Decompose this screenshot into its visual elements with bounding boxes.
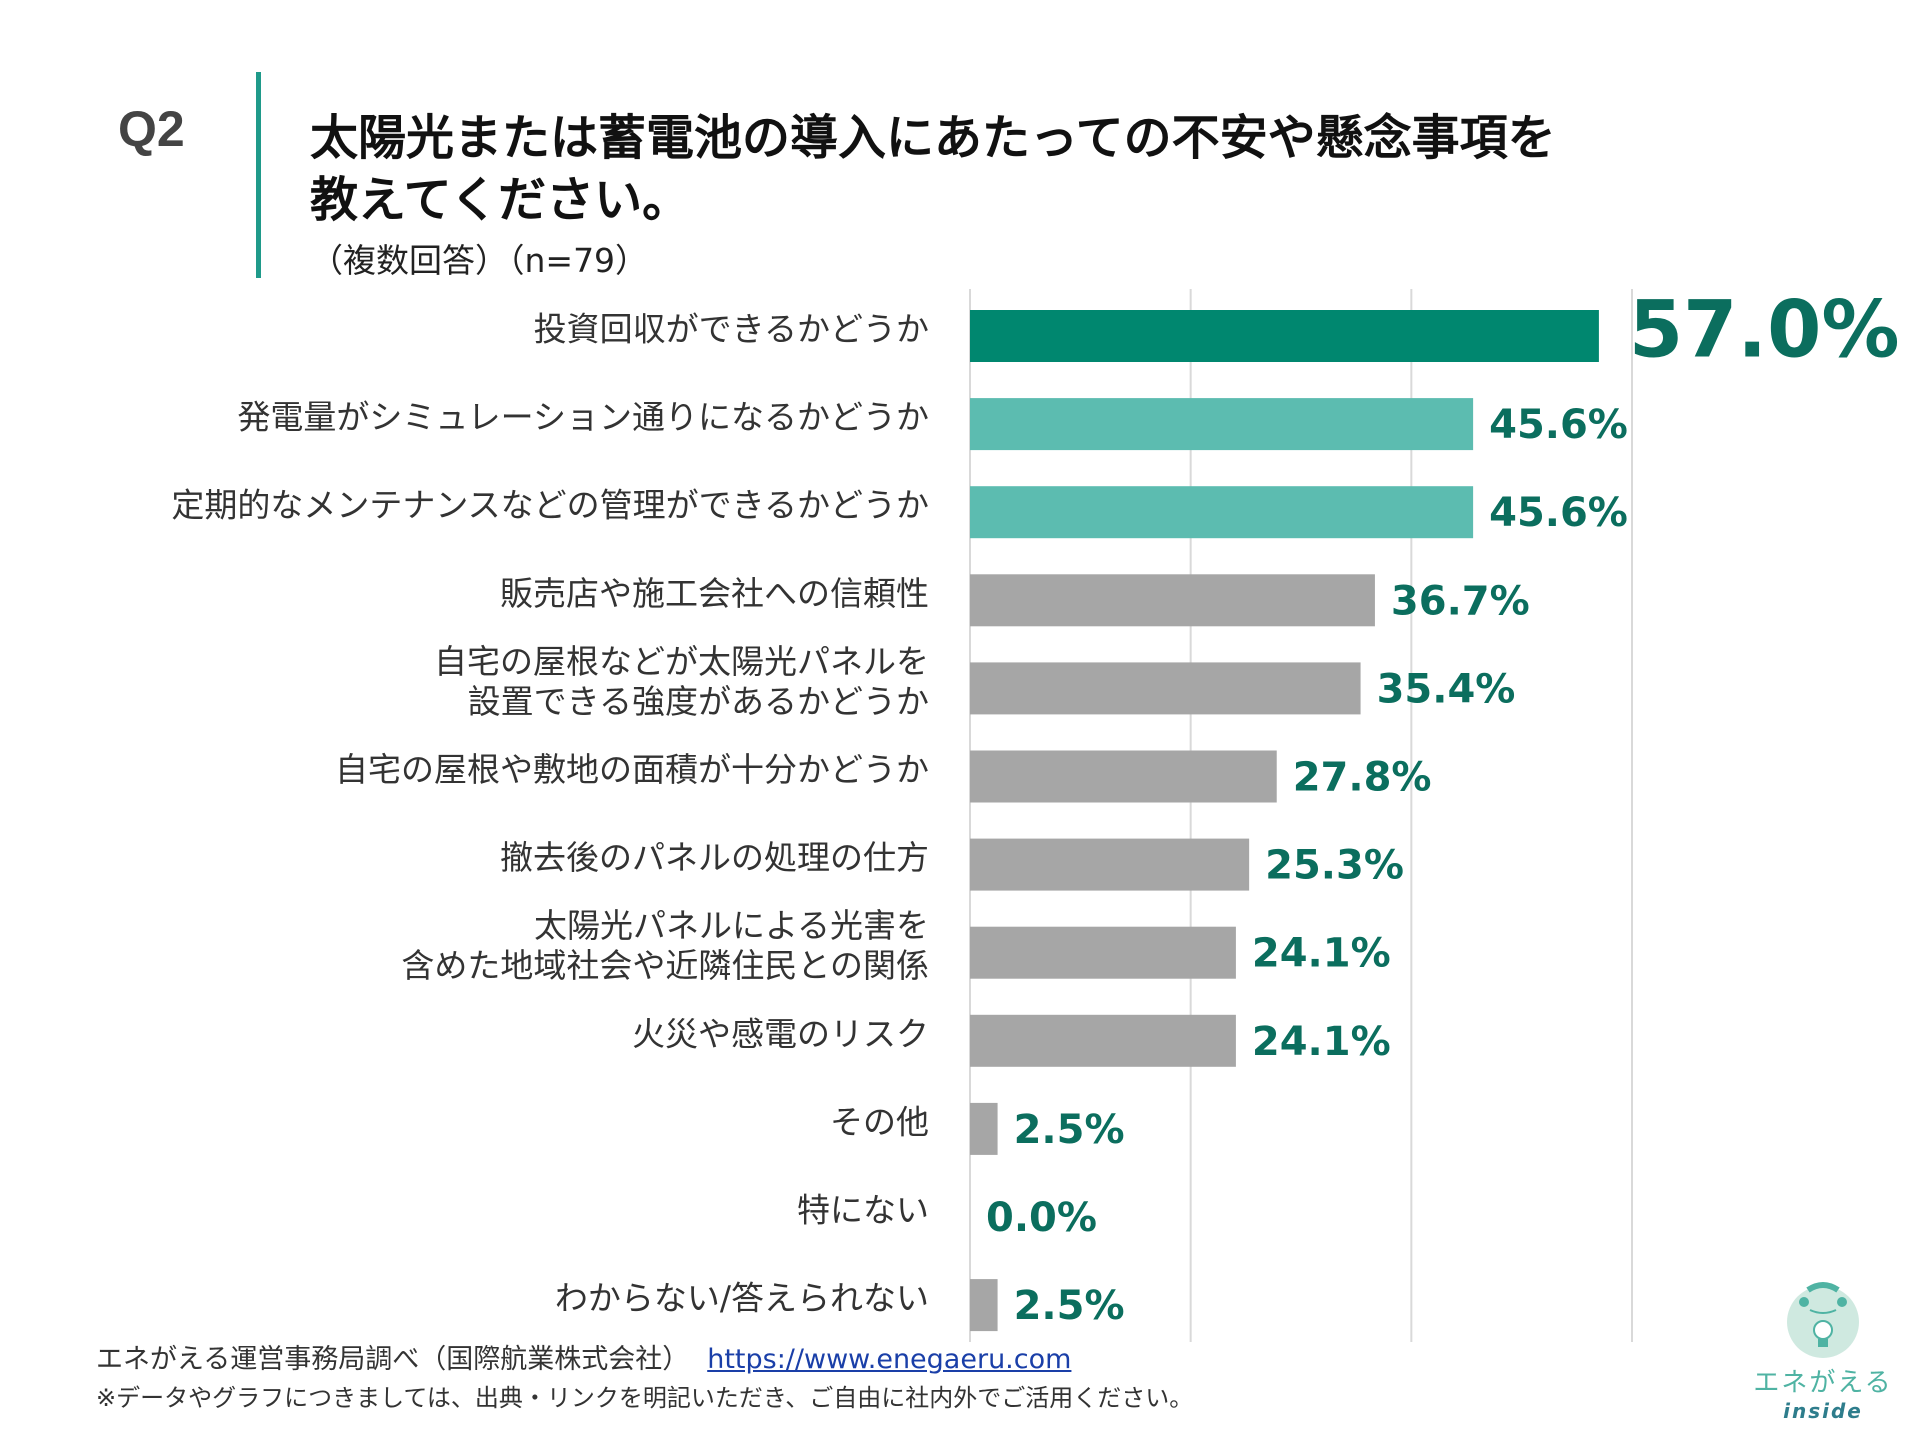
data-label: 24.1% — [1252, 1019, 1391, 1065]
bar — [970, 750, 1277, 803]
data-label: 2.5% — [1014, 1107, 1125, 1153]
data-label: 45.6% — [1489, 402, 1628, 448]
category-label: 撤去後のパネルの処理の仕方 — [500, 838, 929, 877]
data-label: 0.0% — [986, 1195, 1097, 1241]
category-label: 投資回収ができるかどうか — [534, 310, 929, 349]
bar — [970, 574, 1375, 627]
title-accent-bar — [256, 72, 261, 278]
category-label: 販売店や施工会社への信頼性 — [500, 574, 929, 613]
data-label: 27.8% — [1293, 755, 1432, 801]
bar — [970, 838, 1250, 891]
enegaeru-logo: エネがえる inside — [1748, 1278, 1898, 1423]
logo-subtext: inside — [1783, 1399, 1863, 1423]
bar — [970, 1102, 998, 1155]
category-label: 自宅の屋根などが太陽光パネルを — [434, 642, 929, 681]
category-label: 火災や感電のリスク — [632, 1014, 929, 1053]
chart-title-line2: 教えてください。 — [310, 172, 691, 228]
bar — [970, 398, 1474, 451]
bar — [970, 1014, 1236, 1067]
data-label: 45.6% — [1489, 490, 1628, 536]
source-link[interactable]: https://www.enegaeru.com — [707, 1344, 1072, 1375]
data-label: 36.7% — [1391, 578, 1530, 624]
data-label: 57.0% — [1629, 285, 1900, 375]
source-text: エネがえる運営事務局調べ（国際航業株式会社） — [96, 1344, 690, 1375]
category-label: その他 — [830, 1102, 929, 1141]
data-label: 25.3% — [1265, 843, 1404, 889]
frog-bulb-icon — [1787, 1282, 1859, 1358]
logo-text: エネがえる — [1753, 1368, 1893, 1398]
question-number: Q2 — [118, 101, 185, 157]
chart-subtitle: （複数回答）（n=79） — [310, 241, 649, 280]
category-label: わからない/答えられない — [555, 1279, 929, 1318]
usage-note: ※データやグラフにつきましては、出典・リンクを明記いただき、ご自由に社内外でご活… — [96, 1384, 1194, 1412]
category-label: 定期的なメンテナンスなどの管理ができるかどうか — [171, 486, 929, 525]
category-label: 自宅の屋根や敷地の面積が十分かどうか — [335, 750, 929, 789]
category-label: 発電量がシミュレーション通りになるかどうか — [237, 398, 929, 437]
bar — [970, 1279, 998, 1332]
bar — [970, 310, 1599, 362]
category-label: 太陽光パネルによる光害を — [534, 906, 929, 945]
data-label: 35.4% — [1377, 666, 1516, 712]
bar — [970, 926, 1236, 979]
bar — [970, 662, 1361, 715]
category-label: 特にない — [797, 1191, 929, 1230]
bar — [970, 486, 1474, 539]
data-label: 24.1% — [1252, 931, 1391, 977]
category-label: 含めた地域社会や近隣住民との関係 — [401, 946, 929, 985]
category-label: 設置できる強度があるかどうか — [468, 682, 929, 721]
source-note: エネがえる運営事務局調べ（国際航業株式会社） https://www.enegae… — [96, 1337, 1071, 1376]
chart-title-line1: 太陽光または蓄電池の導入にあたっての不安や懸念事項を — [310, 110, 1556, 166]
data-label: 2.5% — [1014, 1283, 1125, 1329]
